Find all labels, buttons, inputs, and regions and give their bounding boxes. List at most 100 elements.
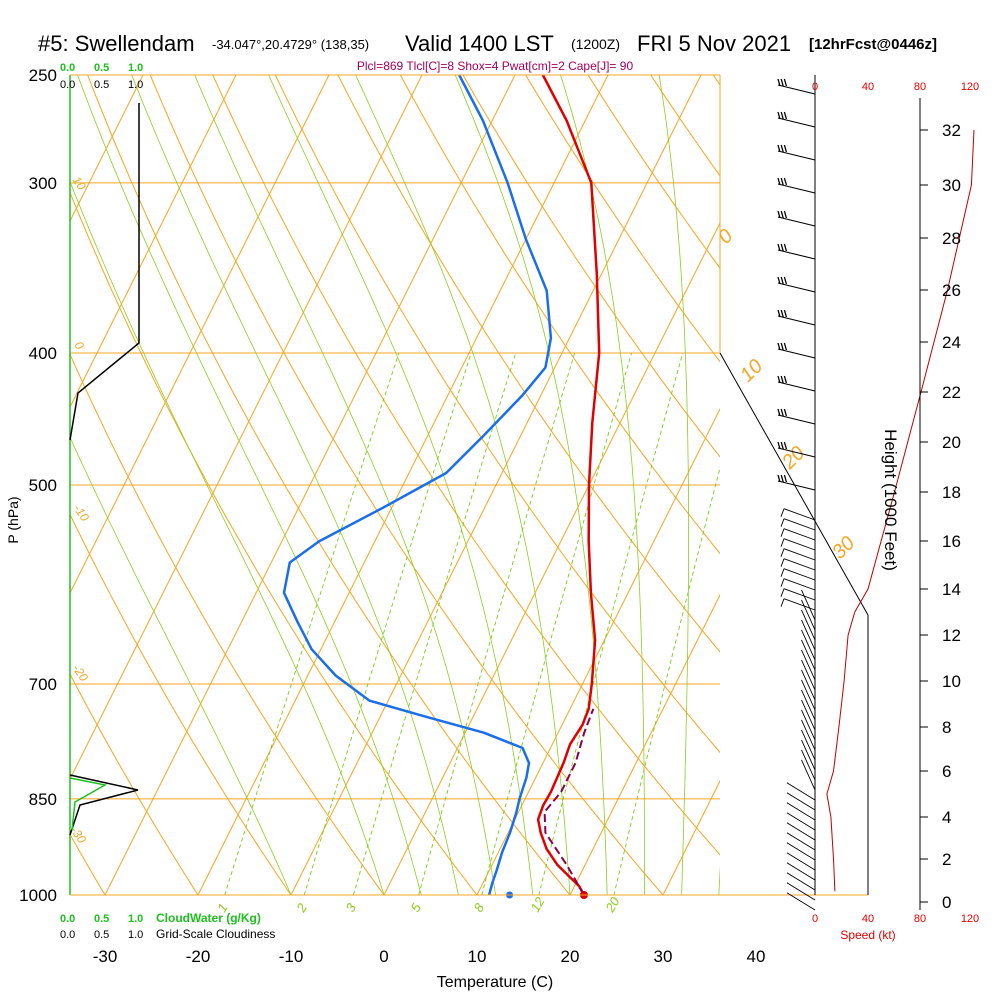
isotherm-line bbox=[849, 75, 1000, 895]
wind-barb bbox=[786, 872, 816, 891]
moist-adiabat-line bbox=[131, 75, 459, 895]
isotherm-label: 0 bbox=[714, 225, 737, 248]
wind-barb bbox=[801, 709, 816, 741]
mixing-ratio-line bbox=[481, 352, 632, 895]
wind-barb bbox=[801, 749, 816, 781]
cloudwater-profile bbox=[69, 777, 108, 831]
speed-tick-top-0: 0 bbox=[812, 81, 818, 93]
wind-barb bbox=[801, 589, 816, 621]
wind-barb bbox=[777, 342, 816, 359]
wind-barb bbox=[777, 210, 816, 227]
isotherm-label: 30 bbox=[828, 532, 859, 563]
cloudwater-label: CloudWater (g/Kg) bbox=[156, 911, 261, 925]
wind-barb bbox=[780, 548, 816, 561]
height-tick-label: 14 bbox=[942, 580, 961, 599]
wind-barb bbox=[801, 649, 816, 681]
moist-adiabat-line bbox=[560, 75, 645, 895]
height-axis-label: Height (1000 Feet) bbox=[881, 429, 900, 571]
wind-barb bbox=[786, 862, 816, 881]
mixing-ratio-label: 8 bbox=[471, 900, 488, 914]
isotherm-label: 0 bbox=[72, 339, 87, 353]
mixing-ratio-label: 20 bbox=[602, 894, 623, 916]
wind-barb bbox=[801, 679, 816, 711]
cloud-axis-labels: 0.0 0.5 1.0 0.0 0.5 1.0 0.0 0.5 1.0 Clou… bbox=[60, 62, 275, 941]
wind-barb bbox=[801, 719, 816, 751]
wind-barb bbox=[801, 599, 816, 631]
height-tick-label: 20 bbox=[942, 433, 961, 452]
isotherm-line bbox=[70, 75, 423, 781]
wind-barb bbox=[801, 639, 816, 671]
dry-adiabat-line bbox=[87, 75, 571, 895]
height-tick-label: 2 bbox=[942, 850, 951, 869]
wind-barb bbox=[786, 852, 816, 871]
wind-barb bbox=[801, 759, 816, 791]
wind-speed-profile bbox=[826, 129, 975, 892]
dry-adiabat-line bbox=[838, 75, 1000, 895]
pressure-tick-label: 400 bbox=[29, 344, 57, 363]
cloudwater-tick-top-2: 1.0 bbox=[128, 62, 143, 74]
thermo-grid bbox=[0, 75, 1000, 895]
wind-barb bbox=[777, 408, 816, 425]
wind-barbs bbox=[777, 78, 816, 911]
dewpoint-line bbox=[282, 74, 553, 896]
station-coords: -34.047°,20.4729° (138,35) bbox=[212, 37, 369, 52]
wind-barb bbox=[801, 609, 816, 641]
wind-barb bbox=[801, 729, 816, 761]
wind-barb bbox=[801, 699, 816, 731]
header: #5: Swellendam -34.047°,20.4729° (138,35… bbox=[38, 31, 937, 73]
temperature-tick-label: 40 bbox=[747, 947, 766, 966]
wind-barb bbox=[801, 689, 816, 721]
mixing-ratio-label: 5 bbox=[408, 900, 425, 914]
wind-speed-line bbox=[826, 129, 975, 892]
height-tick-label: 6 bbox=[942, 762, 951, 781]
cloudwater-tick-top-0: 0.0 bbox=[60, 62, 75, 74]
isotherm-label: 10 bbox=[736, 355, 767, 386]
cloudiness-tick-top-1: 0.5 bbox=[94, 79, 109, 91]
wind-barb bbox=[777, 111, 816, 128]
dry-adiabat-line bbox=[149, 75, 664, 895]
moist-adiabat-line bbox=[268, 75, 534, 895]
wind-barb bbox=[786, 892, 816, 911]
moist-adiabat-line bbox=[70, 436, 292, 895]
moist-adiabat-line bbox=[77, 75, 422, 895]
mixing-ratio-line bbox=[352, 352, 517, 895]
pressure-tick-label: 1000 bbox=[19, 886, 57, 905]
wind-barb bbox=[777, 474, 816, 491]
mixing-ratio-line bbox=[303, 352, 472, 895]
cloudiness-tick-top-0: 0.0 bbox=[60, 79, 75, 91]
wind-barb bbox=[801, 619, 816, 651]
pressure-axis-label: P (hPa) bbox=[5, 496, 21, 543]
sounding-lines bbox=[282, 74, 601, 899]
wind-barb bbox=[777, 243, 816, 260]
pressure-tick-label: 700 bbox=[29, 675, 57, 694]
wind-barb bbox=[786, 842, 816, 861]
wind-barb bbox=[780, 538, 816, 551]
parcel-line bbox=[543, 708, 595, 896]
wind-barb bbox=[780, 578, 816, 591]
height-tick-label: 22 bbox=[942, 383, 961, 402]
cloudwater-tick-top-1: 0.5 bbox=[94, 62, 109, 74]
isotherm-label: -20 bbox=[70, 662, 92, 685]
dry-adiabat-line bbox=[525, 75, 720, 363]
speed-tick-top-1: 40 bbox=[862, 81, 874, 93]
height-tick-label: 12 bbox=[942, 626, 961, 645]
moist-adiabat-line bbox=[194, 75, 496, 895]
dry-adiabat-line bbox=[0, 75, 12, 895]
height-tick-label: 4 bbox=[942, 808, 951, 827]
temperature-axis-label: Temperature (C) bbox=[437, 974, 553, 991]
station-title: #5: Swellendam bbox=[38, 31, 195, 56]
wind-barb bbox=[780, 558, 816, 571]
height-tick-label: 18 bbox=[942, 483, 961, 502]
valid-time: Valid 1400 LST bbox=[405, 31, 554, 56]
speed-tick-top-2: 80 bbox=[914, 81, 926, 93]
height-tick-label: 24 bbox=[942, 333, 961, 352]
speed-tick-bottom-3: 120 bbox=[961, 913, 979, 925]
wind-barb bbox=[780, 528, 816, 541]
dry-adiabat-line bbox=[274, 75, 720, 754]
wind-barb bbox=[777, 276, 816, 293]
moist-adiabat-line bbox=[355, 75, 571, 895]
dry-adiabat-line bbox=[399, 75, 720, 555]
cloudwater-tick-bottom-0: 0.0 bbox=[60, 913, 75, 925]
temperature-axis: Temperature (C) -30 -20 -10 0 10 20 30 40 bbox=[93, 947, 766, 991]
